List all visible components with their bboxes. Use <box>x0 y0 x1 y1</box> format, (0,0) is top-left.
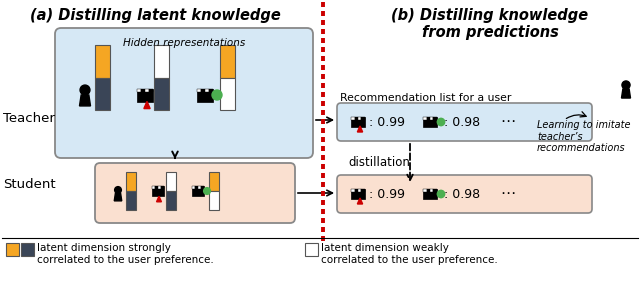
Text: Hidden representations: Hidden representations <box>123 38 245 48</box>
Bar <box>149 88 153 92</box>
Bar <box>424 189 436 199</box>
Bar <box>220 78 235 110</box>
Bar <box>209 172 219 191</box>
FancyBboxPatch shape <box>337 103 592 141</box>
Bar <box>137 88 141 92</box>
Bar <box>192 186 204 196</box>
Bar <box>155 186 158 189</box>
Bar <box>424 189 427 191</box>
Bar <box>141 88 145 92</box>
Polygon shape <box>79 95 90 106</box>
Bar <box>351 189 365 199</box>
Polygon shape <box>357 126 363 132</box>
Bar <box>209 88 213 92</box>
FancyBboxPatch shape <box>55 28 313 158</box>
Bar <box>166 172 176 191</box>
Text: Student: Student <box>3 178 56 191</box>
Bar <box>355 117 358 119</box>
Bar <box>158 186 161 189</box>
Circle shape <box>80 85 90 95</box>
Text: Learning to imitate
teacher’s
recommendations: Learning to imitate teacher’s recommenda… <box>537 120 630 153</box>
FancyBboxPatch shape <box>337 175 592 213</box>
Bar <box>351 189 355 191</box>
Text: (a) Distilling latent knowledge: (a) Distilling latent knowledge <box>29 8 280 23</box>
Text: Recommendation list for a user: Recommendation list for a user <box>340 93 511 103</box>
Text: latent dimension weakly
correlated to the user preference.: latent dimension weakly correlated to th… <box>321 243 498 265</box>
Circle shape <box>212 90 222 100</box>
Text: Teacher: Teacher <box>3 112 55 124</box>
Bar <box>424 117 427 119</box>
Bar <box>152 186 164 196</box>
Bar <box>424 117 436 127</box>
Text: : 0.98: : 0.98 <box>444 116 480 129</box>
Bar <box>427 117 430 119</box>
Bar <box>195 186 198 189</box>
Text: distillation: distillation <box>348 157 410 170</box>
Bar <box>205 88 209 92</box>
Circle shape <box>437 190 445 198</box>
Bar <box>126 191 136 210</box>
Text: : 0.98: : 0.98 <box>444 188 480 201</box>
Bar <box>197 88 213 101</box>
Bar <box>305 243 318 256</box>
Bar <box>6 243 19 256</box>
Bar <box>427 189 430 191</box>
Bar <box>154 78 169 110</box>
Circle shape <box>437 118 445 126</box>
Polygon shape <box>357 198 363 204</box>
Bar <box>201 88 205 92</box>
Bar <box>95 78 110 110</box>
Polygon shape <box>157 196 161 202</box>
Bar <box>152 186 155 189</box>
Bar <box>355 189 358 191</box>
Bar <box>95 45 110 78</box>
Bar <box>192 186 195 189</box>
Bar <box>154 45 169 78</box>
Bar <box>161 186 164 189</box>
Circle shape <box>115 187 122 194</box>
Polygon shape <box>115 194 122 201</box>
Text: (b) Distilling knowledge
from predictions: (b) Distilling knowledge from prediction… <box>392 8 589 40</box>
Polygon shape <box>621 89 630 98</box>
Text: ⋯: ⋯ <box>500 114 515 130</box>
Bar <box>433 189 436 191</box>
Bar <box>198 186 201 189</box>
Circle shape <box>622 81 630 89</box>
Bar <box>201 186 204 189</box>
Bar <box>220 45 235 78</box>
Bar <box>361 117 365 119</box>
Bar <box>358 189 361 191</box>
Text: : 0.99: : 0.99 <box>369 188 405 201</box>
Bar <box>209 191 219 210</box>
Bar <box>21 243 34 256</box>
Bar <box>145 88 149 92</box>
Circle shape <box>204 188 211 194</box>
Bar <box>137 88 153 101</box>
Bar <box>430 189 433 191</box>
Bar <box>433 117 436 119</box>
Text: : 0.99: : 0.99 <box>369 116 405 129</box>
Bar <box>126 172 136 191</box>
Polygon shape <box>144 101 150 109</box>
Bar <box>351 117 355 119</box>
Bar <box>197 88 201 92</box>
Bar <box>351 117 365 127</box>
Bar <box>358 117 361 119</box>
Bar <box>430 117 433 119</box>
Text: latent dimension strongly
correlated to the user preference.: latent dimension strongly correlated to … <box>37 243 214 265</box>
Text: ⋯: ⋯ <box>500 186 515 201</box>
Bar <box>361 189 365 191</box>
FancyBboxPatch shape <box>95 163 295 223</box>
Bar <box>166 191 176 210</box>
